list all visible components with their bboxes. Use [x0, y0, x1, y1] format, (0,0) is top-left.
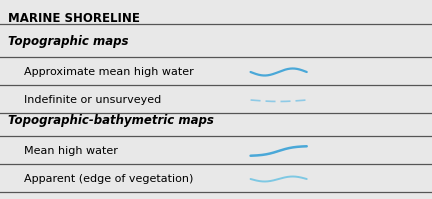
- Text: Mean high water: Mean high water: [24, 146, 118, 156]
- Text: Topographic-bathymetric maps: Topographic-bathymetric maps: [8, 114, 214, 127]
- Text: Approximate mean high water: Approximate mean high water: [24, 67, 194, 77]
- Text: Apparent (edge of vegetation): Apparent (edge of vegetation): [24, 174, 193, 184]
- Text: MARINE SHORELINE: MARINE SHORELINE: [8, 12, 140, 25]
- Text: Topographic maps: Topographic maps: [8, 35, 128, 48]
- Text: Indefinite or unsurveyed: Indefinite or unsurveyed: [24, 95, 161, 105]
